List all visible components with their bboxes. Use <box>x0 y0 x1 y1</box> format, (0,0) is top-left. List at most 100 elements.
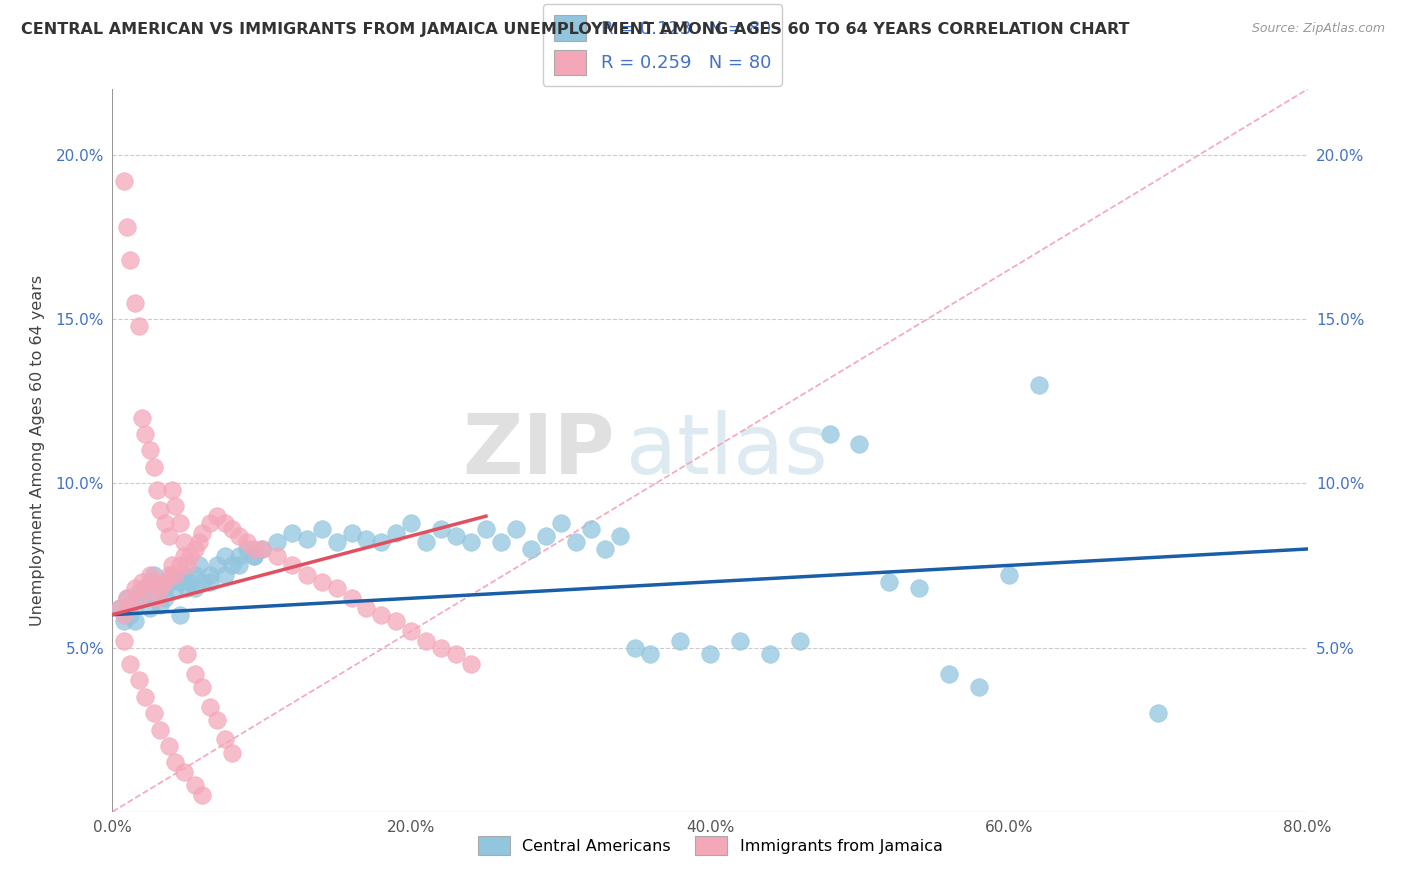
Point <box>243 549 266 563</box>
Point <box>131 591 153 606</box>
Point <box>191 574 214 589</box>
Point <box>311 522 333 536</box>
Point <box>266 535 288 549</box>
Point <box>236 541 259 556</box>
Point <box>250 541 273 556</box>
Point <box>146 591 169 606</box>
Point <box>818 427 841 442</box>
Legend: Central Americans, Immigrants from Jamaica: Central Americans, Immigrants from Jamai… <box>471 830 949 862</box>
Point <box>128 584 150 599</box>
Point <box>214 732 236 747</box>
Point <box>117 591 139 606</box>
Point <box>143 459 166 474</box>
Point <box>848 437 870 451</box>
Point <box>173 568 195 582</box>
Point <box>157 739 180 753</box>
Point <box>205 509 228 524</box>
Point <box>179 549 201 563</box>
Point <box>169 516 191 530</box>
Point <box>157 568 180 582</box>
Point <box>146 483 169 497</box>
Point <box>579 522 602 536</box>
Point <box>243 549 266 563</box>
Point <box>266 549 288 563</box>
Point <box>124 582 146 596</box>
Point <box>444 647 467 661</box>
Point <box>640 647 662 661</box>
Point <box>385 614 408 628</box>
Point <box>430 640 453 655</box>
Point <box>131 574 153 589</box>
Point <box>183 541 205 556</box>
Point <box>489 535 512 549</box>
Point <box>191 789 214 803</box>
Point <box>534 529 557 543</box>
Point <box>236 535 259 549</box>
Point <box>669 634 692 648</box>
Text: Source: ZipAtlas.com: Source: ZipAtlas.com <box>1251 22 1385 36</box>
Point <box>759 647 782 661</box>
Point <box>938 666 960 681</box>
Point <box>114 607 135 622</box>
Point <box>281 525 304 540</box>
Point <box>143 574 166 589</box>
Text: atlas: atlas <box>627 410 828 491</box>
Point <box>908 582 931 596</box>
Point <box>188 535 211 549</box>
Point <box>153 582 176 596</box>
Point <box>114 174 135 188</box>
Point <box>295 532 318 546</box>
Point <box>169 558 191 573</box>
Point <box>415 535 437 549</box>
Point <box>205 558 228 573</box>
Point <box>198 574 221 589</box>
Point <box>879 574 901 589</box>
Point <box>124 598 146 612</box>
Point <box>221 558 243 573</box>
Point <box>128 318 150 333</box>
Point <box>789 634 811 648</box>
Point <box>198 568 221 582</box>
Point <box>1147 706 1170 721</box>
Point <box>108 601 131 615</box>
Point <box>191 525 214 540</box>
Point <box>191 680 214 694</box>
Point <box>550 516 572 530</box>
Point <box>149 723 172 737</box>
Point <box>295 568 318 582</box>
Point <box>475 522 498 536</box>
Point <box>173 765 195 780</box>
Point <box>134 427 156 442</box>
Point <box>128 591 150 606</box>
Point <box>728 634 751 648</box>
Point <box>131 410 153 425</box>
Point <box>153 591 176 606</box>
Point <box>188 558 211 573</box>
Point <box>325 535 347 549</box>
Point <box>165 568 187 582</box>
Point <box>165 582 187 596</box>
Point <box>139 601 162 615</box>
Point <box>340 591 363 606</box>
Text: CENTRAL AMERICAN VS IMMIGRANTS FROM JAMAICA UNEMPLOYMENT AMONG AGES 60 TO 64 YEA: CENTRAL AMERICAN VS IMMIGRANTS FROM JAMA… <box>21 22 1129 37</box>
Point <box>134 582 156 596</box>
Point <box>221 522 243 536</box>
Y-axis label: Unemployment Among Ages 60 to 64 years: Unemployment Among Ages 60 to 64 years <box>30 275 45 626</box>
Point <box>146 591 169 606</box>
Point <box>356 532 378 546</box>
Point <box>370 607 392 622</box>
Point <box>120 657 142 671</box>
Point <box>430 522 453 536</box>
Point <box>214 549 236 563</box>
Point <box>162 483 183 497</box>
Point <box>214 568 236 582</box>
Point <box>370 535 392 549</box>
Point <box>139 568 162 582</box>
Point <box>564 535 586 549</box>
Point <box>128 673 150 688</box>
Point <box>169 574 191 589</box>
Point <box>114 614 135 628</box>
Point <box>139 443 162 458</box>
Point <box>143 568 166 582</box>
Point <box>120 252 142 267</box>
